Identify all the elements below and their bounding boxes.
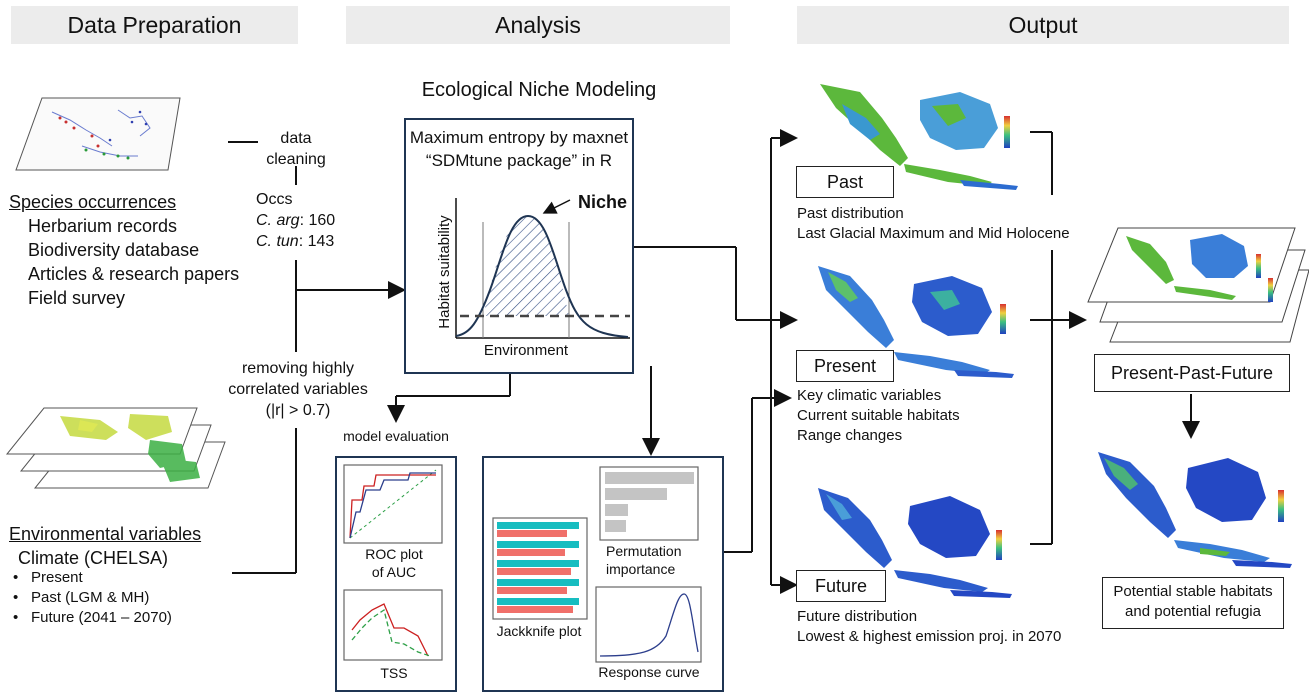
correlation-label-line1: removing highly [241,360,355,377]
occs-arg-species: C. arg [256,212,300,229]
future-desc-line2: Lowest & highest emission proj. in 2070 [797,628,1062,645]
species-source-item: Field survey [28,288,126,308]
environmental-variables-title: Environmental variables [9,524,202,544]
tss-label: TSS [380,665,408,681]
correlation-label-line2: correlated variables [228,381,368,398]
env-item-present: Present [9,568,239,588]
present-map [818,266,1014,378]
present-desc-item: Range changes [797,427,903,444]
species-source-item: Herbarium records [28,216,178,236]
final-line1: Potential stable habitats [1113,583,1273,600]
past-desc-line2: Last Glacial Maximum and Mid Holocene [797,225,1070,242]
occs-tun-count: : 143 [298,233,335,250]
past-map [820,84,1018,190]
permutation-label-line2: importance [606,561,676,577]
future-desc-line1: Future distribution [797,608,918,625]
response-curve-label: Response curve [598,664,700,680]
correlation-label-line3: (|r| > 0.7) [265,402,331,419]
final-line2: and potential refugia [1125,603,1261,620]
occs-tun-species: C. tun [256,233,299,250]
x-axis-label: Environment [483,342,569,359]
past-desc-line1: Past distribution [797,205,904,222]
header-analysis: Analysis [346,6,730,44]
header-data-preparation: Data Preparation [11,6,298,44]
future-label-box: Future [796,570,886,602]
species-occurrences-title: Species occurrences [9,192,177,212]
roc-label-line1: ROC plot [365,546,423,562]
climate-chelsa-label: Climate (CHELSA) [18,548,169,568]
header-output: Output [797,6,1289,44]
permutation-label-line1: Permutation [606,543,682,559]
occs-tun-row: C. tun: 143 [256,231,356,252]
maxent-title-line1: Maximum entropy by maxnet [409,128,629,147]
occs-title: Occs [256,191,293,208]
species-source-item: Biodiversity database [28,240,200,260]
present-past-future-box: Present-Past-Future [1094,354,1290,392]
occs-arg-count: : 160 [299,212,336,229]
roc-label-line2: of AUC [371,564,417,580]
species-source-item: Articles & research papers [28,264,240,284]
jackknife-label: Jackknife plot [496,623,582,639]
present-desc-item: Current suitable habitats [797,407,960,424]
stacked-combined-maps [1087,227,1309,343]
future-map [818,488,1012,598]
present-desc-item: Key climatic variables [797,387,942,404]
cleaning-label-line2: cleaning [266,151,326,168]
env-item-past: Past (LGM & MH) [9,588,239,608]
occs-arg-row: C. arg: 160 [256,210,356,231]
maxent-title-line2: “SDMtune package” in R [425,151,613,170]
env-item-future: Future (2041 – 2070) [9,608,239,628]
model-evaluation-label: model evaluation [343,428,449,444]
final-output-box: Potential stable habitats and potential … [1102,577,1284,629]
cleaning-label-line1: data [280,130,312,147]
present-label-box: Present [796,350,894,382]
niche-label: Niche [578,192,628,212]
past-label-box: Past [796,166,894,198]
final-refugia-map [1098,452,1292,568]
enm-title: Ecological Niche Modeling [421,79,657,101]
